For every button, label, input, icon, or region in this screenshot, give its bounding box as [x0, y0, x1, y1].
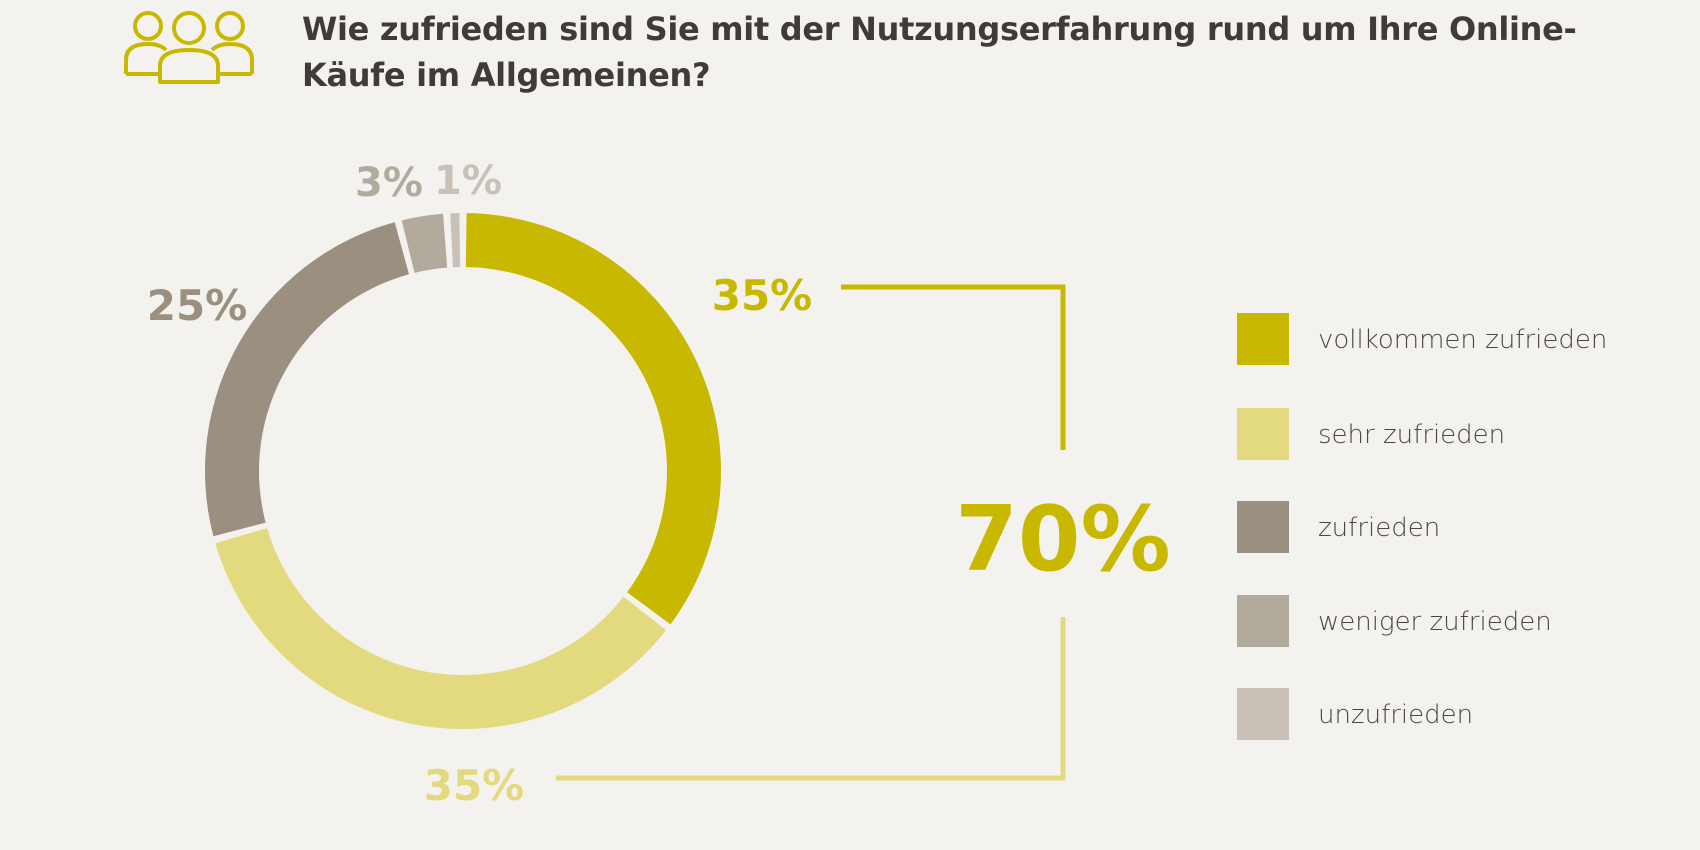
legend-label: weniger zufrieden: [1318, 607, 1552, 637]
donut-slice-weniger-zufrieden: [401, 213, 448, 273]
chart-title-line-2: Käufe im Allgemeinen?: [302, 56, 711, 94]
donut-slice-sehr-zufrieden: [215, 528, 667, 729]
chart-title: Wie zufrieden sind Sie mit der Nutzungse…: [302, 6, 1602, 98]
connector-line-top: [841, 284, 1066, 450]
slice-label-vollkommen-zufrieden: 35%: [712, 271, 813, 320]
legend-swatch: [1237, 688, 1289, 740]
legend-item-vollkommen-zufrieden: vollkommen zufrieden: [1237, 313, 1637, 365]
legend-swatch: [1237, 595, 1289, 647]
legend-label: unzufrieden: [1318, 700, 1474, 730]
legend-item-sehr-zufrieden: sehr zufrieden: [1237, 408, 1637, 460]
legend-swatch: [1237, 501, 1289, 553]
legend-item-weniger-zufrieden: weniger zufrieden: [1237, 595, 1637, 647]
connector-line-bottom: [556, 617, 1066, 781]
donut-slice-zufrieden: [205, 222, 410, 537]
legend-label: zufrieden: [1318, 513, 1441, 543]
donut-slice-vollkommen-zufrieden: [465, 213, 721, 625]
legend-item-zufrieden: zufrieden: [1237, 501, 1637, 553]
slice-label-zufrieden: 25%: [147, 281, 248, 330]
combined-percentage-label: 70%: [955, 487, 1170, 592]
chart-title-line-1: Wie zufrieden sind Sie mit der Nutzungse…: [302, 10, 1577, 48]
legend-label: sehr zufrieden: [1318, 420, 1506, 450]
legend-item-unzufrieden: unzufrieden: [1237, 688, 1637, 740]
people-group-icon: [124, 11, 254, 84]
legend-swatch: [1237, 313, 1289, 365]
donut-slice-unzufrieden: [450, 213, 461, 268]
legend-label: vollkommen zufrieden: [1318, 325, 1608, 355]
slice-label-sehr-zufrieden: 35%: [424, 761, 525, 810]
slice-label-weniger-zufrieden: 3%: [355, 160, 423, 206]
legend-swatch: [1237, 408, 1289, 460]
slice-label-unzufrieden: 1%: [434, 158, 502, 204]
